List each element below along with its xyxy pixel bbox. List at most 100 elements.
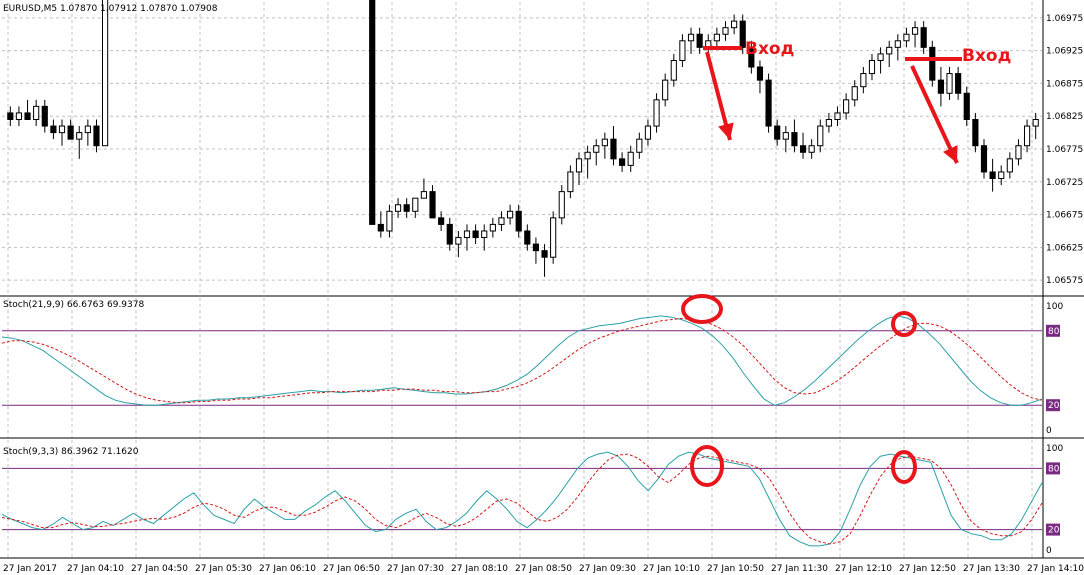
stoch-signal-line [1,317,1043,404]
stoch-main-line [1,451,1043,547]
stoch-slow-panel[interactable] [1,315,1043,406]
candle [937,67,944,107]
candle-body [524,230,531,245]
candle-body [731,20,738,29]
down-arrow-1 [705,51,734,141]
time-axis-label: 27 Jan 09:30 [579,564,636,574]
time-axis-label: 27 Jan 08:10 [451,564,508,574]
candle [567,165,574,199]
scale-label-top: 100 [1046,302,1063,312]
candle [791,119,798,153]
candle [662,73,669,107]
price-axis-label: 1.06725 [1046,178,1083,188]
price-panel[interactable] [7,0,1039,277]
candle [550,211,557,264]
scale-label-bottom: 0 [1046,426,1052,436]
candle-body [438,217,445,225]
candle [877,47,884,74]
candle-body [15,112,23,120]
level-tag [1046,399,1060,412]
candle-body [860,73,867,88]
candle-body [636,138,643,153]
candle-body [498,217,505,225]
stoch-signal-line [1,453,1043,545]
candle [524,224,531,251]
candle [394,198,402,218]
price-axis-label: 1.06975 [1046,14,1083,24]
candle [998,165,1005,186]
candle-body [644,125,652,140]
candle [911,21,919,48]
candle-body [7,112,14,120]
candle-body [481,230,488,239]
time-axis-label: 27 Jan 05:30 [195,564,252,574]
time-axis-label: 27 Jan 13:30 [963,564,1020,574]
candle-body [558,191,565,219]
candle [584,145,591,179]
time-axis-label: 27 Jan 10:50 [707,564,764,574]
candle [1023,119,1031,153]
candle [868,53,876,81]
candle [765,73,772,133]
candle [76,126,83,159]
candle [102,0,109,147]
candle-body [1032,118,1039,127]
candle-body [58,125,66,134]
candle [989,158,996,192]
annotation-layer [681,46,962,487]
candle-body [911,27,919,35]
candle [58,119,66,146]
candle [84,119,91,146]
candle-body [696,33,703,48]
candle [463,224,471,251]
candle [446,217,453,251]
candle-body [601,138,608,147]
candle [472,224,479,245]
candle-body [903,33,910,42]
candle-body [980,145,988,173]
candle [972,112,979,153]
candle-body [739,20,746,48]
candle-body [369,0,376,225]
arrow-head [718,122,734,140]
candle [929,40,936,87]
candle-body [774,125,781,140]
candle [377,211,384,238]
price-axis-label: 1.06575 [1046,276,1083,286]
candle [894,34,901,61]
candle [748,40,755,74]
candle [593,139,600,166]
candle [601,132,608,159]
candle [24,99,31,120]
candle [50,119,57,140]
time-axis-label: 27 Jan 07:30 [387,564,444,574]
price-axis-label: 1.06625 [1046,243,1083,253]
candle [438,211,445,231]
time-axis-label: 27 Jan 2017 [3,564,57,574]
entry-label-2: Вход [962,46,1011,66]
highlight-circle [690,445,724,487]
price-header: EURUSD,M5 1.07870 1.07912 1.07870 1.0790… [3,4,218,14]
candle [67,119,74,140]
candle [532,237,540,264]
candle-body [886,46,893,55]
candle-body [386,210,393,232]
candle-body [455,237,462,245]
stoch-main-line [1,315,1043,406]
time-axis-label: 27 Jan 12:50 [899,564,956,574]
candle-body [670,59,677,81]
candle-body [765,79,772,127]
candle-body [808,145,815,153]
candle-body [541,250,548,258]
time-axis-label: 27 Jan 11:30 [771,564,828,574]
stoch-fast-panel[interactable] [1,451,1043,547]
candle-body [575,158,583,173]
candle-body [403,204,410,212]
candle-body [394,204,402,212]
candle-body [963,92,970,120]
candle-body [76,132,83,140]
candle [506,204,514,225]
candle-body [102,0,109,147]
candle [980,139,988,179]
